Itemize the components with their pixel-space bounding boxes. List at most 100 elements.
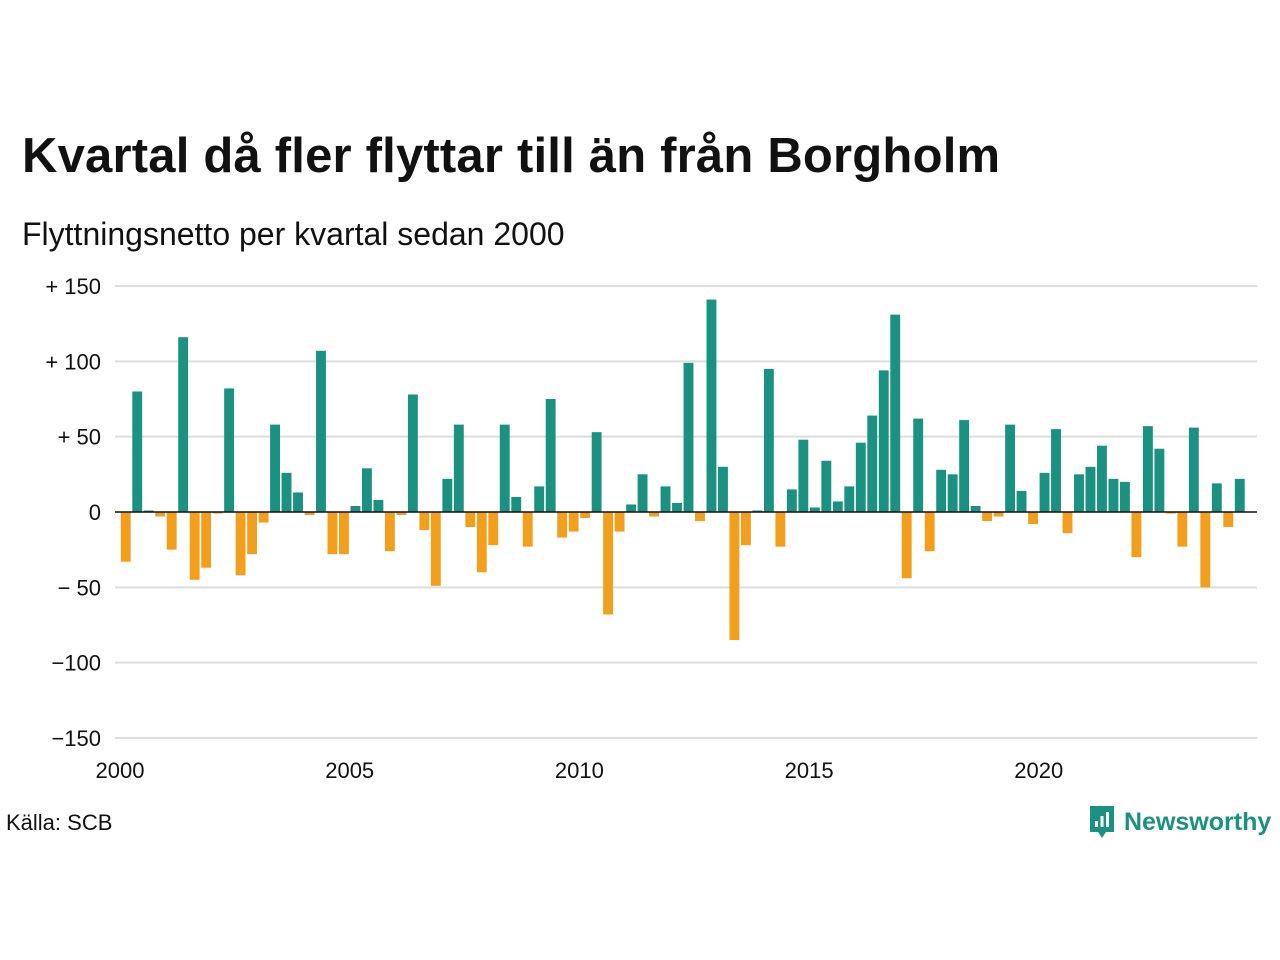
newsworthy-brand: Newsworthy bbox=[1088, 802, 1271, 842]
x-tick-label: 2000 bbox=[96, 758, 145, 783]
bar bbox=[982, 512, 993, 522]
bar bbox=[511, 496, 522, 512]
bar bbox=[1177, 512, 1188, 547]
bar bbox=[729, 512, 740, 641]
bar bbox=[166, 512, 177, 550]
bar bbox=[706, 299, 717, 512]
x-tick-label: 2015 bbox=[785, 758, 834, 783]
bar bbox=[270, 424, 280, 512]
bar bbox=[281, 472, 292, 512]
bar bbox=[1223, 512, 1234, 528]
bar bbox=[1074, 474, 1084, 512]
bar bbox=[258, 512, 269, 523]
newsworthy-wordmark: Newsworthy bbox=[1124, 807, 1272, 836]
bar bbox=[798, 439, 809, 512]
y-tick-label: −100 bbox=[51, 651, 101, 676]
bar bbox=[419, 512, 430, 531]
bar bbox=[775, 512, 786, 547]
bar bbox=[1085, 466, 1096, 512]
bar bbox=[649, 512, 659, 517]
bar bbox=[568, 512, 579, 532]
bar bbox=[361, 468, 372, 512]
bar bbox=[178, 337, 189, 512]
bar bbox=[947, 474, 958, 512]
bar bbox=[901, 512, 912, 579]
bar bbox=[1097, 445, 1107, 512]
bar bbox=[1211, 483, 1222, 512]
bar bbox=[189, 512, 200, 580]
bar bbox=[224, 388, 235, 512]
bar bbox=[591, 432, 602, 512]
bar bbox=[660, 486, 671, 512]
bar bbox=[1142, 426, 1153, 512]
x-tick-label: 2005 bbox=[325, 758, 374, 783]
bar bbox=[143, 510, 154, 512]
y-tick-label: + 50 bbox=[58, 425, 101, 450]
bar bbox=[488, 512, 499, 546]
bar bbox=[1234, 478, 1245, 512]
bar bbox=[1005, 424, 1016, 512]
bar bbox=[1028, 512, 1038, 525]
bar bbox=[580, 512, 591, 519]
bar bbox=[293, 492, 303, 512]
bar bbox=[970, 505, 981, 512]
bar bbox=[1051, 429, 1061, 512]
x-tick-label: 2010 bbox=[555, 758, 604, 783]
bar bbox=[339, 512, 349, 555]
bar bbox=[1154, 448, 1165, 512]
bar bbox=[1062, 512, 1073, 534]
bar bbox=[1165, 512, 1176, 514]
bar bbox=[614, 512, 625, 532]
bar bbox=[809, 507, 820, 512]
bar bbox=[1016, 490, 1027, 512]
bar bbox=[821, 460, 832, 512]
bar bbox=[132, 391, 143, 512]
bar bbox=[304, 512, 315, 516]
bar bbox=[867, 415, 878, 512]
bar bbox=[522, 512, 533, 547]
bar bbox=[534, 486, 545, 512]
bar bbox=[396, 512, 407, 516]
bar bbox=[327, 512, 338, 555]
bar bbox=[557, 512, 568, 538]
bar bbox=[350, 505, 361, 512]
bar bbox=[832, 501, 843, 512]
bar bbox=[316, 350, 326, 512]
bar bbox=[1119, 481, 1130, 512]
bar bbox=[695, 512, 705, 522]
bar bbox=[959, 420, 970, 512]
y-tick-label: + 150 bbox=[45, 274, 101, 299]
bar bbox=[465, 512, 476, 528]
bar bbox=[1200, 512, 1211, 588]
bar bbox=[120, 512, 131, 562]
bar bbox=[890, 314, 901, 512]
bar bbox=[740, 512, 751, 546]
bar bbox=[878, 370, 889, 512]
bar bbox=[545, 399, 556, 512]
bar bbox=[1188, 427, 1199, 512]
source-label: Källa: SCB bbox=[6, 810, 113, 835]
x-tick-label: 2020 bbox=[1014, 758, 1063, 783]
bar bbox=[763, 368, 774, 512]
bar bbox=[752, 510, 763, 512]
bar bbox=[476, 512, 487, 573]
bar bbox=[603, 512, 614, 615]
bar bbox=[683, 362, 694, 512]
bar bbox=[384, 512, 395, 552]
bar bbox=[936, 469, 947, 512]
y-tick-label: − 50 bbox=[58, 575, 101, 600]
y-tick-label: + 100 bbox=[45, 349, 101, 374]
bar bbox=[993, 512, 1004, 517]
bar bbox=[373, 499, 384, 512]
chart-title: Kvartal då fler flyttar till än från Bor… bbox=[22, 129, 1001, 183]
bar bbox=[201, 512, 212, 568]
y-tick-label: −150 bbox=[51, 726, 101, 751]
bar bbox=[499, 424, 510, 512]
bar bbox=[924, 512, 935, 552]
bar bbox=[1131, 512, 1142, 558]
bar bbox=[1039, 472, 1050, 512]
bar bbox=[626, 504, 637, 512]
bar bbox=[235, 512, 246, 576]
bar bbox=[844, 486, 855, 512]
